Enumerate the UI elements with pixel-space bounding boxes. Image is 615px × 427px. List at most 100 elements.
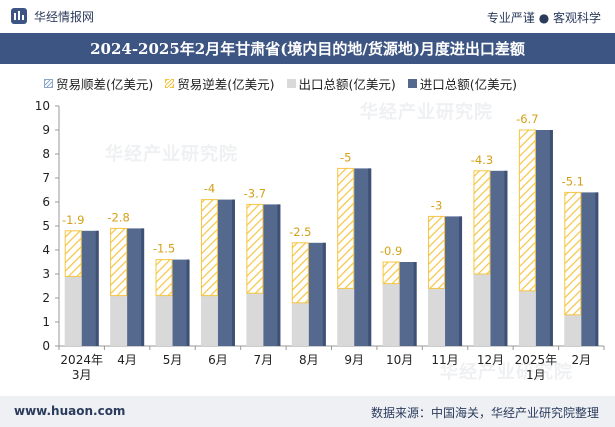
tagline: 专业严谨 ● 客观科学 (486, 11, 601, 25)
x-tick-label: 5月 (163, 353, 183, 367)
legend-item-surplus[interactable]: 贸易顺差(亿美元) (44, 74, 153, 93)
bar-import (172, 259, 190, 346)
bar-import (217, 199, 235, 346)
data-label: -4 (204, 182, 215, 196)
bar-deficit (200, 199, 218, 297)
bar-export (246, 293, 264, 346)
data-labels: -1.9 -2.8 -1.5 -4 -3.7 -2.5 -5 -0.9 -3 -4.3 -6.7 -5… (62, 112, 584, 258)
bar-import (127, 228, 145, 346)
bar-import-shade (231, 199, 235, 346)
y-tick-label: 10 (35, 99, 50, 113)
bar-deficit (428, 215, 446, 289)
bar-import (81, 230, 99, 346)
top-bar: 华经情报网 专业严谨 ● 客观科学 (0, 0, 615, 33)
brand-name: 华经情报网 (34, 9, 95, 24)
y-tick-label: 8 (42, 147, 50, 161)
bar-export (200, 295, 218, 346)
bar-import-shade (459, 216, 463, 346)
data-label: -1.9 (62, 213, 84, 227)
legend-swatch-deficit (165, 79, 175, 88)
legend-label-deficit: 贸易逆差(亿美元) (177, 77, 275, 92)
legend-label-export: 出口总额(亿美元) (298, 77, 396, 92)
bar-import (308, 242, 326, 346)
footer-source: 数据来源：中国海关，华经产业研究院整理 (370, 406, 599, 420)
x-tick-label: 2月 (571, 353, 591, 367)
data-label: -6.7 (516, 112, 538, 126)
bar-deficit (518, 129, 536, 292)
bar-export (110, 295, 128, 346)
footer: www.huaon.com 数据来源：中国海关，华经产业研究院整理 (0, 396, 615, 427)
bar-deficit (564, 191, 582, 316)
data-label: -1.5 (153, 242, 175, 256)
bar-export (337, 288, 355, 346)
bar-export (64, 276, 82, 346)
x-tick-label: 6月 (208, 353, 228, 367)
footer-website[interactable]: www.huaon.com (14, 404, 126, 418)
bar-deficit (473, 170, 491, 275)
bar-import (399, 262, 417, 346)
bar-deficit (382, 261, 400, 285)
data-label: -5.1 (562, 174, 584, 188)
legend-swatch-import (407, 79, 417, 88)
bar-import-shade (413, 262, 417, 346)
bar-import (354, 168, 372, 346)
y-tick-label: 4 (42, 243, 50, 257)
brand-logo-icon (11, 8, 27, 24)
y-tick-label: 0 (42, 339, 50, 353)
bar-import-shade (186, 259, 190, 346)
bar-export (564, 314, 582, 346)
data-label: -2.8 (107, 210, 129, 224)
x-tick-label: 2025年 1月 (515, 353, 558, 382)
legend-item-import[interactable]: 进口总额(亿美元) (407, 74, 518, 93)
bar-import (581, 192, 599, 346)
bar-export (428, 288, 446, 346)
legend-swatch-surplus (44, 79, 53, 88)
data-label: -3 (431, 198, 442, 212)
bar-import-shade (95, 230, 99, 346)
brand[interactable]: 华经情报网 (10, 7, 94, 25)
y-tick-label: 9 (42, 123, 50, 137)
legend-item-deficit[interactable]: 贸易逆差(亿美元) (165, 74, 275, 93)
legend-label-import: 进口总额(亿美元) (419, 77, 518, 92)
bar-import-shade (549, 130, 553, 346)
bar-deficit (110, 227, 128, 297)
bar-deficit (155, 259, 173, 297)
axes: 0 1 2 3 4 5 6 7 8 9 10 2024年 3月 4月 5月 6月 7月 8月 9月 10月 11月 12月… (35, 99, 605, 382)
bar-import-shade (595, 192, 599, 346)
bar-export (155, 295, 173, 346)
bar-deficit (64, 230, 82, 277)
x-tick-label: 2024年 3月 (60, 353, 103, 382)
y-tick-label: 7 (42, 171, 50, 185)
bar-import-shade (504, 170, 508, 346)
x-tick-label: 11月 (431, 353, 458, 367)
title-bar: 2024-2025年2月年甘肃省(境内目的地/货源地)月度进出口差额 (0, 33, 615, 64)
x-tick-label: 10月 (386, 353, 413, 367)
y-tick-label: 1 (42, 315, 50, 329)
x-tick-label: 9月 (344, 353, 364, 367)
x-tick-label: 4月 (117, 353, 137, 367)
bars (64, 129, 599, 346)
x-tick-label: 12月 (477, 353, 504, 367)
y-tick-label: 3 (42, 267, 50, 281)
legend-item-export[interactable]: 出口总额(亿美元) (286, 74, 396, 93)
bar-export (518, 290, 536, 346)
bar-deficit (337, 167, 355, 289)
legend-label-surplus: 贸易顺差(亿美元) (56, 77, 154, 92)
bar-deficit (246, 203, 264, 294)
data-label: -3.7 (244, 186, 266, 200)
y-tick-label: 5 (42, 219, 50, 233)
bar-import (535, 130, 553, 346)
data-label: -4.3 (471, 153, 493, 167)
bar-import-shade (368, 168, 372, 346)
chart-plot: 0 1 2 3 4 5 6 7 8 9 10 2024年 3月 4月 5月 6月 7月 8月 9月 10月 11月 12月… (35, 99, 605, 382)
bar-import (445, 216, 463, 346)
bar-import (490, 170, 508, 346)
bar-import (263, 204, 281, 346)
data-label: -0.9 (380, 244, 402, 258)
x-tick-label: 7月 (254, 353, 274, 367)
chart-title: 2024-2025年2月年甘肃省(境内目的地/货源地)月度进出口差额 (90, 40, 525, 58)
bar-export (473, 274, 491, 346)
data-label: -5 (340, 150, 351, 164)
bar-deficit (291, 242, 309, 304)
